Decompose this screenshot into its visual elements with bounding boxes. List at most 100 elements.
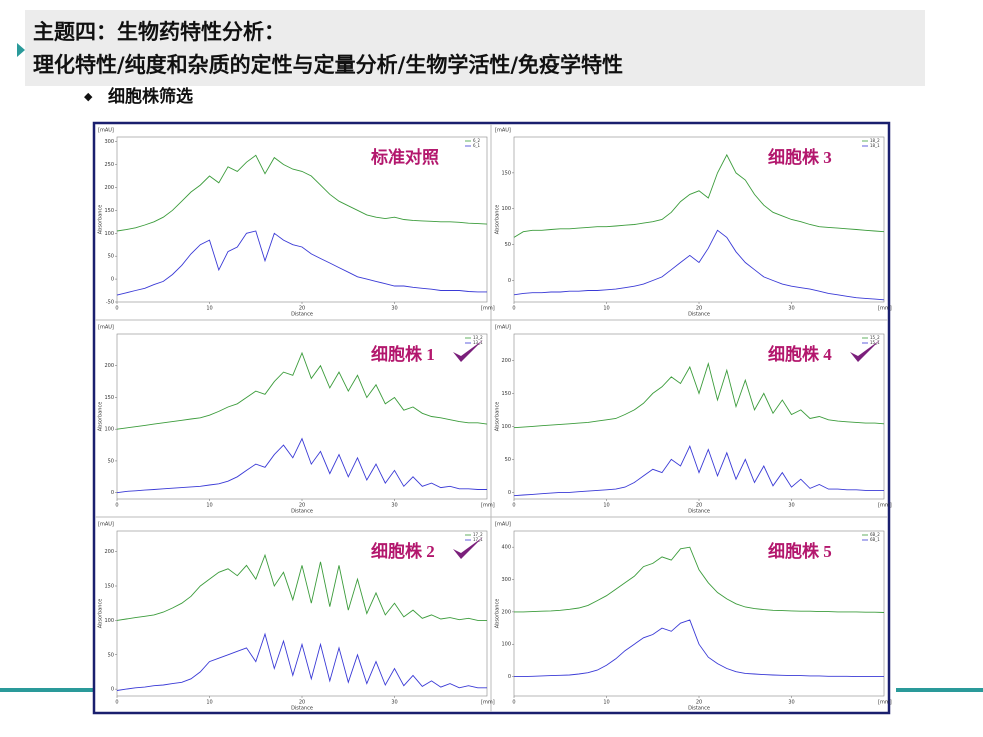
y-unit: [mAU] — [98, 325, 114, 331]
x-tick-label: 0 — [115, 503, 118, 509]
x-tick-label: 20 — [299, 700, 305, 706]
y-tick-label: 50 — [505, 242, 511, 248]
x-tick-label: 0 — [512, 306, 515, 312]
x-unit: [mm] — [481, 306, 495, 312]
x-tick-label: 30 — [788, 306, 794, 312]
y-axis-label: Absorbance — [495, 205, 501, 235]
x-tick-label: 30 — [391, 503, 397, 509]
legend-label: 13_1 — [473, 340, 483, 345]
panel-annotation: 细胞株 5 — [768, 541, 832, 561]
x-axis-label: Distance — [688, 312, 710, 318]
legend-label: 6B_2 — [870, 532, 880, 537]
y-tick-label: 150 — [104, 395, 114, 401]
y-tick-label: 250 — [104, 162, 114, 168]
bullet-text: 细胞株筛选 — [108, 86, 193, 107]
x-unit: [mm] — [481, 503, 495, 509]
y-tick-label: 200 — [104, 185, 114, 191]
y-tick-label: 200 — [501, 609, 511, 615]
y-tick-label: 150 — [104, 584, 114, 590]
x-tick-label: 10 — [206, 700, 212, 706]
y-tick-label: 100 — [501, 206, 511, 212]
teal-arrow — [17, 43, 25, 57]
y-axis-label: Absorbance — [495, 599, 501, 629]
series-line — [116, 154, 488, 232]
x-tick-label: 20 — [299, 503, 305, 509]
y-tick-label: 400 — [501, 545, 511, 551]
x-tick-label: 0 — [512, 503, 515, 509]
series-line — [514, 546, 885, 613]
x-tick-label: 20 — [696, 306, 702, 312]
x-tick-label: 10 — [603, 503, 609, 509]
series-line — [116, 632, 487, 691]
y-tick-label: 100 — [104, 427, 114, 433]
x-tick-label: 30 — [788, 503, 794, 509]
x-tick-label: 0 — [115, 306, 118, 312]
x-tick-label: 20 — [696, 503, 702, 509]
x-tick-label: 20 — [299, 306, 305, 312]
series-line — [513, 229, 885, 301]
legend-label: 6B_1 — [870, 537, 880, 542]
title-line-1: 主题四：生物药特性分析： — [33, 20, 285, 44]
y-tick-label: 0 — [508, 278, 511, 284]
title-bar — [25, 10, 925, 86]
y-tick-label: 50 — [505, 457, 511, 463]
y-tick-label: 200 — [104, 549, 114, 555]
y-tick-label: 0 — [111, 490, 114, 496]
x-tick-label: 10 — [206, 503, 212, 509]
panel-annotation: 细胞株 4 — [768, 344, 832, 364]
panel-annotation: 细胞株 1 — [371, 344, 435, 364]
x-axis-label: Distance — [291, 706, 313, 712]
series-line — [116, 437, 487, 494]
y-tick-label: 300 — [104, 139, 114, 145]
series-line — [116, 351, 488, 430]
x-axis-label: Distance — [291, 312, 313, 318]
x-unit: [mm] — [481, 700, 495, 706]
y-unit: [mAU] — [98, 128, 114, 134]
legend-label: 18_1 — [870, 143, 880, 148]
y-tick-label: 300 — [501, 577, 511, 583]
y-axis-label: Absorbance — [495, 402, 501, 432]
y-tick-label: 50 — [108, 254, 114, 260]
legend-label: 6_1 — [473, 143, 481, 148]
y-tick-label: 100 — [104, 231, 114, 237]
legend-label: 6_2 — [473, 138, 481, 143]
y-tick-label: 150 — [501, 170, 511, 176]
y-tick-label: 150 — [104, 208, 114, 214]
panel-annotation: 标准对照 — [371, 147, 439, 167]
y-tick-label: 200 — [104, 363, 114, 369]
x-axis-label: Distance — [688, 706, 710, 712]
y-unit: [mAU] — [495, 325, 511, 331]
check-mark — [850, 340, 880, 362]
legend-label: 17_2 — [473, 532, 483, 537]
y-axis-label: Absorbance — [98, 599, 104, 629]
x-tick-label: 30 — [391, 700, 397, 706]
x-tick-label: 0 — [512, 700, 515, 706]
x-tick-label: 30 — [788, 700, 794, 706]
teal-rule-left — [0, 688, 96, 692]
series-line — [116, 230, 487, 296]
y-tick-label: 50 — [108, 652, 114, 658]
x-unit: [mm] — [878, 306, 892, 312]
y-tick-label: -50 — [106, 300, 114, 306]
teal-rule-right — [896, 688, 983, 692]
title-line-2: 理化特性/纯度和杂质的定性与定量分析/生物学活性/免疫学特性 — [33, 53, 623, 77]
bullet-mark: ◆ — [84, 90, 93, 103]
check-mark — [453, 340, 483, 362]
series-line — [514, 619, 884, 678]
x-unit: [mm] — [878, 503, 892, 509]
y-tick-label: 100 — [104, 618, 114, 624]
panel-annotation: 细胞株 2 — [371, 541, 435, 561]
x-tick-label: 10 — [603, 700, 609, 706]
y-axis-label: Absorbance — [98, 205, 104, 235]
x-tick-label: 20 — [696, 700, 702, 706]
y-tick-label: 50 — [108, 458, 114, 464]
series-line — [513, 153, 885, 238]
x-tick-label: 30 — [391, 306, 397, 312]
legend-label: 15_2 — [870, 335, 880, 340]
y-unit: [mAU] — [495, 128, 511, 134]
y-tick-label: 0 — [508, 490, 511, 496]
x-axis-label: Distance — [291, 509, 313, 515]
x-axis-label: Distance — [688, 509, 710, 515]
